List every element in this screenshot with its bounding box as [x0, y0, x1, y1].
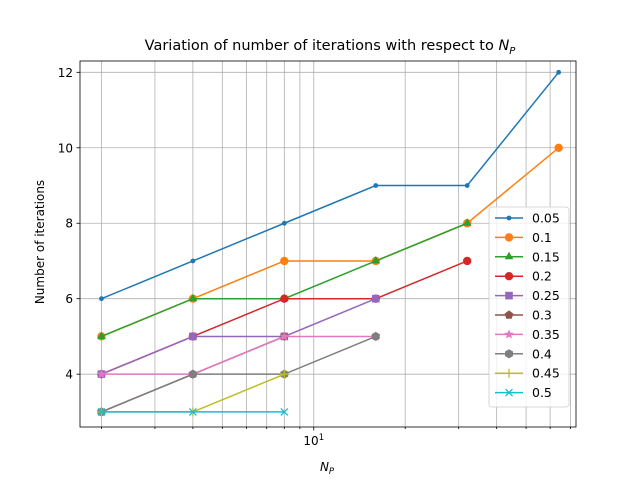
data-point [556, 69, 562, 75]
series-0.5 [97, 407, 289, 416]
legend-marker [504, 368, 514, 378]
data-point [462, 218, 472, 226]
series-layer [96, 69, 563, 417]
legend-item: 0.3 [495, 308, 552, 323]
legend-label: 0.05 [532, 211, 560, 226]
legend-item: 0.1 [495, 230, 552, 245]
legend-marker [504, 272, 514, 281]
legend-label: 0.1 [532, 230, 552, 245]
legend-item: 0.4 [495, 346, 552, 361]
data-point [279, 369, 289, 379]
data-point [279, 331, 290, 341]
legend-item: 0.2 [495, 269, 552, 284]
grid-lines [80, 61, 576, 427]
data-point [189, 332, 197, 341]
data-point [188, 293, 198, 302]
data-point [281, 220, 287, 226]
data-point [96, 369, 107, 379]
y-tick-label: 12 [58, 66, 73, 80]
legend: 0.05 0.1 0.15 0.2 0.25 0.3 0.35 0.4 0.45 0.5 [488, 206, 570, 408]
y-tick-label: 6 [65, 292, 73, 306]
legend-item: 0.5 [495, 385, 552, 400]
data-point [99, 296, 104, 302]
y-axis-label: Number of iterations [33, 180, 47, 304]
y-tick-label: 4 [65, 368, 73, 382]
data-point [463, 256, 472, 266]
data-point [190, 258, 196, 264]
x-axis-label: NP [320, 460, 335, 477]
series-0.05 [99, 69, 562, 302]
y-tick-label: 8 [65, 217, 73, 231]
legend-item: 0.05 [495, 211, 560, 226]
data-point [188, 369, 197, 379]
data-point [371, 255, 381, 264]
legend-item: 0.35 [495, 327, 560, 342]
series-line [101, 335, 377, 413]
series-line [101, 335, 376, 375]
legend-marker [505, 388, 513, 397]
series-line [101, 71, 560, 300]
data-point [97, 407, 106, 416]
series-line [101, 298, 377, 375]
legend-label: 0.3 [532, 308, 552, 323]
legend-marker [505, 349, 513, 359]
data-point [371, 294, 380, 303]
legend-marker [504, 233, 514, 242]
x-tick-label: 101 [303, 433, 324, 448]
data-point [280, 407, 289, 416]
data-point [188, 407, 197, 416]
legend-item: 0.45 [495, 366, 560, 381]
legend-label: 0.5 [532, 385, 552, 400]
legend-label: 0.45 [532, 366, 560, 381]
legend-label: 0.2 [532, 269, 552, 284]
legend-label: 0.25 [532, 288, 560, 303]
data-point [280, 294, 289, 303]
legend-marker [505, 291, 513, 300]
legend-item: 0.15 [495, 249, 560, 264]
legend-label: 0.35 [532, 327, 560, 342]
data-point [464, 183, 470, 188]
legend-marker [506, 215, 512, 221]
legend-item: 0.25 [495, 288, 560, 303]
legend-label: 0.4 [532, 346, 552, 361]
data-point [371, 331, 380, 342]
legend-marker [504, 251, 514, 260]
y-tick-label: 10 [58, 141, 73, 155]
data-point [280, 256, 289, 266]
plot-frame [79, 60, 577, 428]
data-point [554, 143, 563, 152]
legend-marker [504, 310, 514, 319]
legend-marker [504, 329, 514, 339]
axis-ticks: 101 4 6 8 10 12 [58, 66, 571, 448]
chart-title: Variation of number of iterations with r… [145, 38, 517, 57]
data-point [97, 331, 106, 339]
legend-label: 0.15 [532, 249, 560, 264]
data-point [373, 183, 379, 188]
